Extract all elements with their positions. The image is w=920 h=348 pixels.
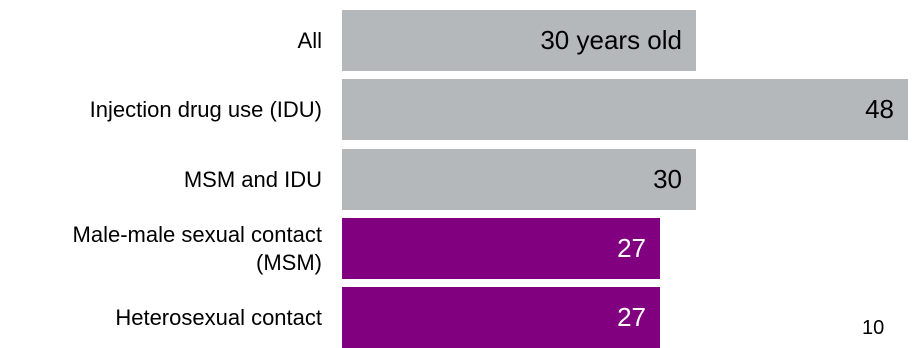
page-number: 10 bbox=[862, 317, 885, 339]
category-label: All bbox=[0, 10, 322, 71]
category-label-line: MSM and IDU bbox=[183, 166, 322, 192]
category-label-line: Heterosexual contact bbox=[115, 304, 322, 330]
bar-chart: All 30 years old Injection drug use (IDU) 4… bbox=[0, 10, 908, 348]
bar: 48 bbox=[342, 79, 908, 140]
bar: 30 years old bbox=[342, 10, 696, 71]
data-label: 27 bbox=[617, 302, 646, 332]
bar: 30 bbox=[342, 149, 696, 210]
category-label: MSM and IDU bbox=[0, 149, 322, 210]
category-label-line: Injection drug use (IDU) bbox=[89, 96, 322, 122]
category-label-line: (MSM) bbox=[256, 249, 322, 275]
category-label: Injection drug use (IDU) bbox=[0, 79, 322, 140]
bar: 27 bbox=[342, 287, 660, 348]
category-label: Male-male sexual contact (MSM) bbox=[0, 218, 322, 279]
category-label-line: Male-male sexual contact bbox=[72, 222, 322, 247]
data-label: 30 bbox=[653, 164, 682, 194]
data-label: 30 years old bbox=[540, 25, 682, 55]
category-label-line: All bbox=[297, 27, 322, 53]
data-label: 48 bbox=[865, 94, 894, 124]
bar: 27 bbox=[342, 218, 660, 279]
data-label: 27 bbox=[617, 233, 646, 263]
category-label: Heterosexual contact bbox=[0, 287, 322, 348]
